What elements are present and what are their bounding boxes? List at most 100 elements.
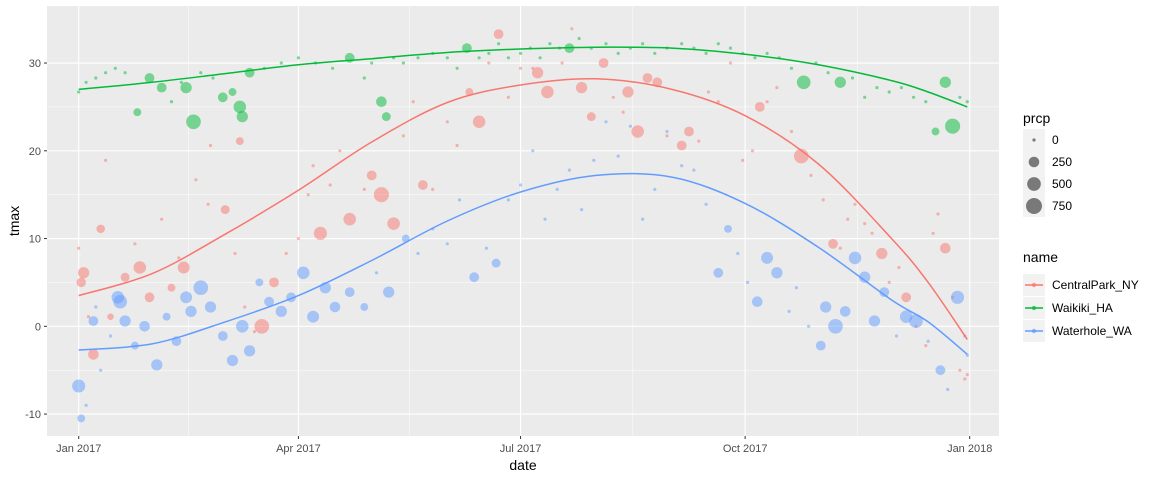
data-point	[752, 296, 763, 308]
data-point	[692, 168, 696, 172]
color-legend-label: CentralPark_NY	[1052, 278, 1139, 292]
size-legend-title: prcp	[1023, 110, 1050, 126]
data-point	[555, 187, 559, 191]
y-tick-label: 10	[29, 234, 41, 246]
data-point	[401, 134, 405, 138]
data-point	[362, 76, 366, 80]
data-point	[465, 88, 474, 96]
size-legend-circle	[1026, 198, 1042, 214]
data-point	[445, 120, 449, 124]
data-point	[821, 198, 825, 202]
data-point	[169, 100, 174, 104]
data-point	[531, 67, 544, 79]
data-point	[716, 42, 720, 46]
data-point	[765, 100, 769, 104]
data-point	[736, 251, 740, 256]
data-point	[328, 183, 332, 187]
data-point	[848, 251, 862, 265]
data-point	[180, 81, 192, 94]
color-legend: name CentralPark_NY Waikiki_HA Waterhole_W…	[1023, 249, 1139, 342]
data-point	[180, 291, 193, 304]
data-point	[233, 100, 247, 114]
data-point	[123, 71, 127, 75]
x-tick-label: Jul 2017	[500, 443, 542, 455]
size-legend-circle	[1028, 156, 1040, 168]
y-tick-label: 20	[29, 146, 41, 158]
data-point	[366, 170, 377, 181]
data-point	[577, 36, 581, 41]
data-point	[653, 51, 657, 56]
data-point	[965, 100, 969, 104]
data-point	[343, 212, 356, 226]
data-point	[279, 61, 283, 65]
data-point	[754, 102, 765, 112]
data-point	[254, 318, 270, 334]
data-point	[548, 42, 552, 46]
data-point	[487, 61, 491, 65]
data-point	[875, 86, 879, 90]
data-point	[156, 82, 167, 93]
color-legend-title: name	[1023, 249, 1058, 265]
data-point	[506, 56, 510, 60]
data-point	[775, 86, 779, 90]
data-point	[924, 344, 928, 348]
data-point	[940, 242, 951, 254]
data-point	[794, 286, 799, 290]
data-point	[255, 278, 264, 287]
data-point	[411, 100, 415, 104]
data-point	[820, 301, 832, 313]
data-point	[84, 80, 88, 84]
data-point	[676, 140, 687, 151]
data-point	[750, 149, 755, 153]
data-point	[119, 315, 131, 327]
data-point	[338, 149, 342, 153]
data-point	[859, 271, 871, 283]
data-point	[958, 95, 962, 99]
data-point	[704, 51, 708, 56]
data-point	[680, 164, 684, 168]
data-point	[912, 95, 916, 99]
data-point	[924, 100, 928, 104]
data-point	[592, 158, 596, 162]
series-points-Waterhole_WA	[72, 120, 969, 423]
data-point	[477, 56, 481, 60]
data-point	[455, 143, 459, 148]
data-point	[838, 246, 842, 250]
data-point	[313, 226, 327, 240]
color-legend-dot	[1031, 305, 1037, 311]
data-point	[570, 27, 574, 31]
data-point	[628, 124, 633, 128]
data-point	[834, 76, 846, 88]
data-point	[108, 334, 113, 338]
y-tick-label: 30	[29, 58, 41, 70]
data-point	[519, 66, 523, 70]
data-point	[897, 265, 901, 270]
data-point	[206, 202, 210, 206]
data-point	[373, 187, 389, 203]
data-point	[217, 92, 228, 103]
data-point	[863, 222, 867, 226]
data-point	[665, 134, 669, 138]
data-point	[381, 112, 391, 122]
data-point	[965, 373, 969, 377]
data-point	[899, 86, 904, 90]
data-point	[716, 100, 720, 104]
y-axis-title: tmax	[6, 206, 22, 236]
data-point	[235, 137, 244, 146]
data-point	[807, 324, 811, 328]
data-point	[269, 277, 279, 288]
data-point	[194, 178, 198, 182]
data-point	[160, 217, 164, 221]
data-point	[761, 251, 774, 264]
data-point	[611, 95, 615, 99]
data-point	[144, 292, 155, 303]
data-point	[724, 224, 732, 233]
data-point	[796, 75, 811, 90]
data-point	[680, 42, 684, 46]
size-legend: prcp 0 250 500 750	[1023, 110, 1072, 217]
data-point	[519, 183, 523, 187]
data-point	[211, 76, 215, 80]
data-point	[418, 180, 428, 190]
data-point	[162, 312, 171, 321]
smooth-layer	[78, 46, 968, 355]
